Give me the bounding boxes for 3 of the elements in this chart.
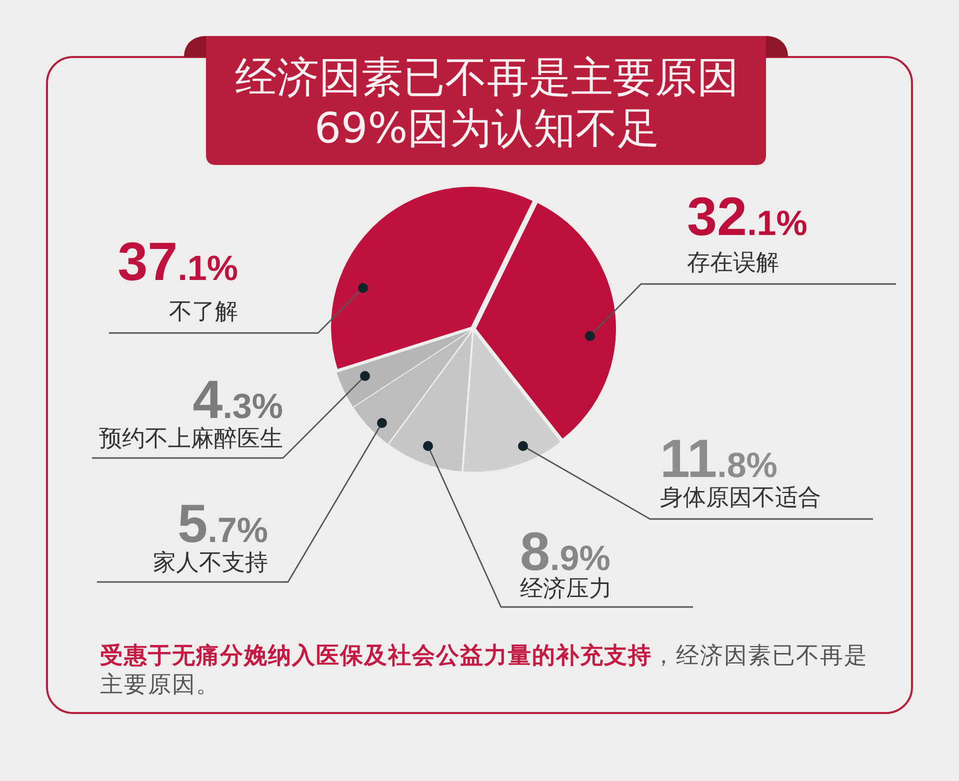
subtitle: 69%因为认知不足 (314, 104, 660, 152)
title: 经济因素已不再是主要原因 (235, 52, 739, 102)
note: 受惠于无痛分娩纳入医保及社会公益力量的补充支持，经济因素已不再是主要原因。 (100, 642, 869, 700)
